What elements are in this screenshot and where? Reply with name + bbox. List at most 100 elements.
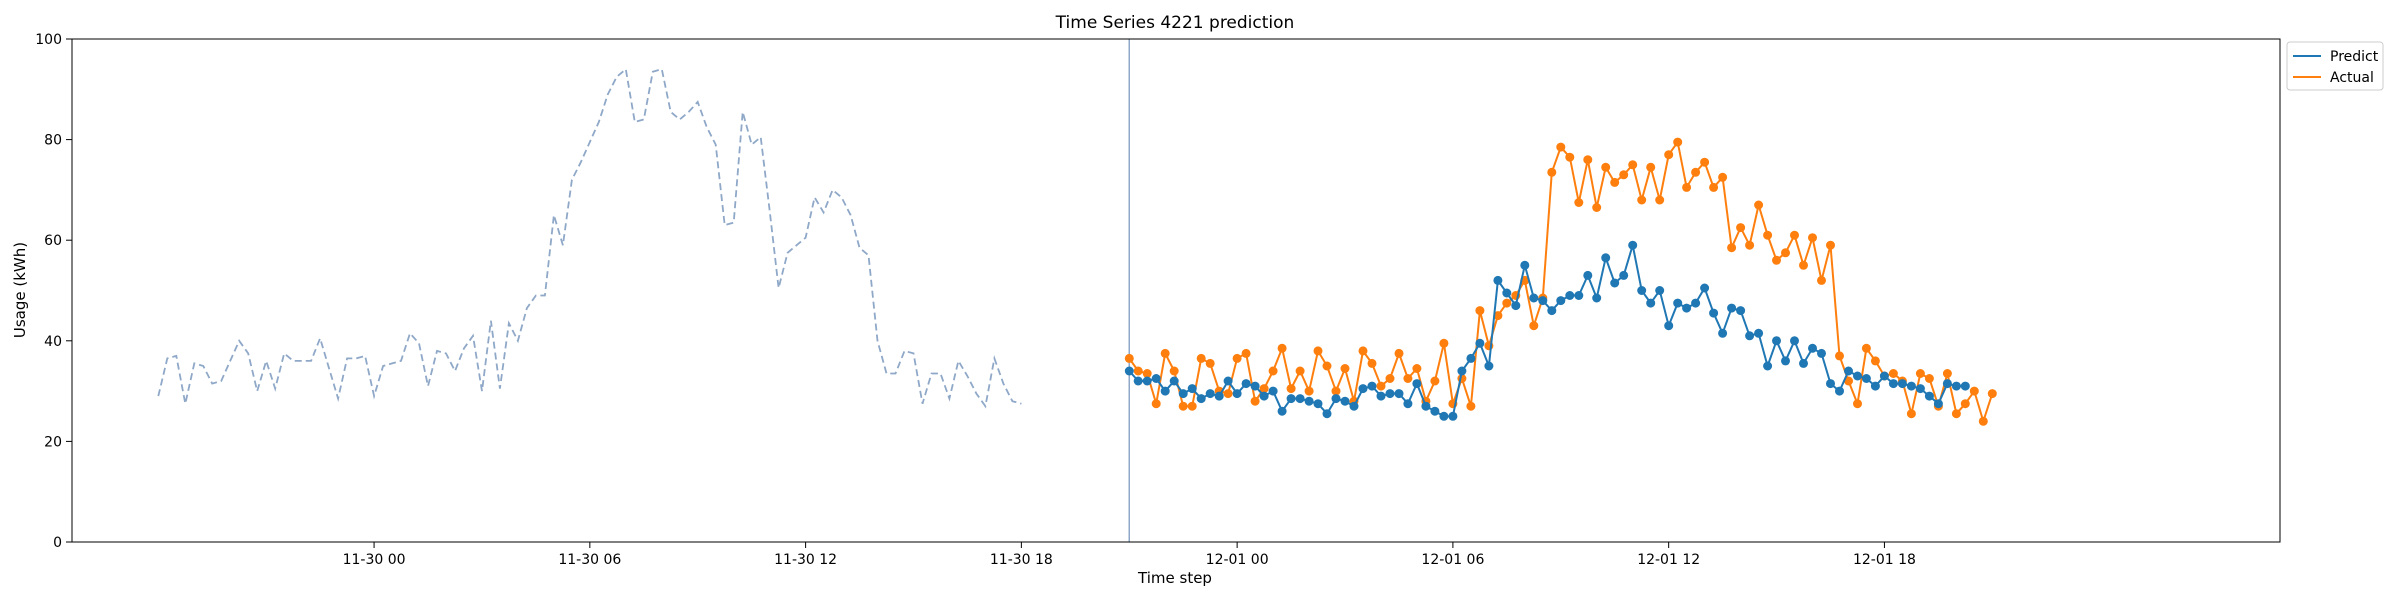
actual-point xyxy=(1808,233,1817,243)
predict-point xyxy=(1475,338,1485,348)
actual-point xyxy=(1475,306,1485,316)
predict-point xyxy=(1888,379,1898,389)
predict-point xyxy=(1313,399,1323,409)
actual-point xyxy=(1439,338,1449,348)
x-tick-label: 11-30 18 xyxy=(990,552,1053,568)
predict-point xyxy=(1196,394,1206,404)
predict-point xyxy=(1448,411,1458,421)
actual-point xyxy=(1394,348,1404,358)
predict-point xyxy=(1358,384,1368,394)
predict-point xyxy=(1861,374,1871,383)
actual-point xyxy=(1313,346,1323,356)
predict-point xyxy=(1124,366,1134,376)
predict-point xyxy=(1601,253,1611,263)
x-tick-label: 12-01 18 xyxy=(1853,552,1916,568)
predict-point xyxy=(1484,361,1494,371)
legend-predict-label: Predict xyxy=(2330,49,2379,65)
actual-point xyxy=(1682,182,1692,192)
x-tick-label: 11-30 06 xyxy=(558,552,621,568)
history-line xyxy=(157,67,1022,409)
actual-point xyxy=(1718,172,1728,182)
actual-point xyxy=(1430,376,1440,386)
y-axis-title: Usage (kWh) xyxy=(11,242,29,338)
predict-point xyxy=(1268,386,1278,396)
predict-point xyxy=(1187,384,1197,394)
actual-point xyxy=(1727,243,1737,253)
actual-point xyxy=(1637,195,1647,205)
actual-point xyxy=(1160,348,1170,358)
actual-point xyxy=(1772,255,1781,265)
predict-point xyxy=(1870,381,1880,391)
actual-point xyxy=(1619,170,1629,180)
actual-point xyxy=(1817,275,1826,285)
predict-point xyxy=(1502,288,1512,298)
predict-point xyxy=(1412,379,1422,389)
predict-point xyxy=(1709,308,1719,318)
plot-area xyxy=(157,39,1997,542)
predict-point xyxy=(1960,381,1970,391)
actual-point xyxy=(1915,369,1925,378)
legend: Predict Actual xyxy=(2286,41,2384,91)
actual-point xyxy=(1565,152,1575,162)
actual-point xyxy=(1610,177,1620,187)
actual-point xyxy=(1835,351,1844,361)
actual-point xyxy=(1169,366,1179,376)
x-tick-label: 12-01 12 xyxy=(1637,552,1700,568)
y-tick-label: 20 xyxy=(44,434,62,450)
predict-point xyxy=(1565,291,1575,300)
actual-point xyxy=(1853,399,1862,409)
actual-point xyxy=(1987,389,1997,399)
predict-point xyxy=(1376,391,1386,401)
actual-point xyxy=(1250,396,1260,406)
predict-point xyxy=(1583,270,1593,280)
x-axis-title: Time step xyxy=(1137,569,1212,587)
predict-point xyxy=(1277,406,1287,416)
predict-point xyxy=(1556,296,1566,306)
y-tick-label: 60 xyxy=(44,233,62,249)
predict-point xyxy=(1826,379,1835,389)
predict-point xyxy=(1942,379,1952,389)
actual-point xyxy=(1385,374,1395,383)
actual-point xyxy=(1493,311,1503,321)
actual-point xyxy=(1205,358,1215,368)
predict-point xyxy=(1331,394,1341,404)
actual-point xyxy=(1259,384,1269,394)
predict-point xyxy=(1691,298,1701,308)
x-axis: 11-30 00 11-30 06 11-30 12 11-30 18 12-01 00… xyxy=(343,542,1916,568)
plot-frame xyxy=(71,38,2281,543)
actual-point xyxy=(1960,399,1970,409)
actual-point xyxy=(1322,361,1332,371)
predict-point xyxy=(1142,376,1152,386)
actual-point xyxy=(1268,366,1278,376)
predict-point xyxy=(1817,348,1826,358)
predict-point xyxy=(1421,401,1431,411)
actual-point xyxy=(1367,358,1377,368)
predict-point xyxy=(1700,283,1710,293)
predict-point xyxy=(1619,270,1629,280)
actual-point xyxy=(1592,203,1602,212)
actual-point xyxy=(1466,401,1476,411)
predict-point xyxy=(1763,361,1773,371)
actual-point xyxy=(1969,386,1979,396)
predict-point xyxy=(1628,240,1638,250)
actual-point xyxy=(1826,240,1835,250)
actual-point xyxy=(1628,160,1638,170)
predict-point xyxy=(1214,391,1224,401)
actual-point xyxy=(1304,386,1314,396)
y-tick-label: 0 xyxy=(53,535,62,551)
actual-point xyxy=(1951,409,1961,419)
actual-point xyxy=(1502,298,1512,308)
predict-point xyxy=(1727,303,1737,313)
predict-point xyxy=(1232,389,1242,399)
predict-point xyxy=(1457,366,1467,376)
x-tick-label: 12-01 06 xyxy=(1421,552,1484,568)
predict-point xyxy=(1933,399,1943,409)
predict-point xyxy=(1367,381,1377,391)
y-tick-label: 80 xyxy=(44,133,62,149)
predict-point xyxy=(1304,396,1314,406)
actual-point xyxy=(1844,376,1853,386)
actual-point xyxy=(1861,343,1871,353)
actual-point xyxy=(1358,346,1368,356)
